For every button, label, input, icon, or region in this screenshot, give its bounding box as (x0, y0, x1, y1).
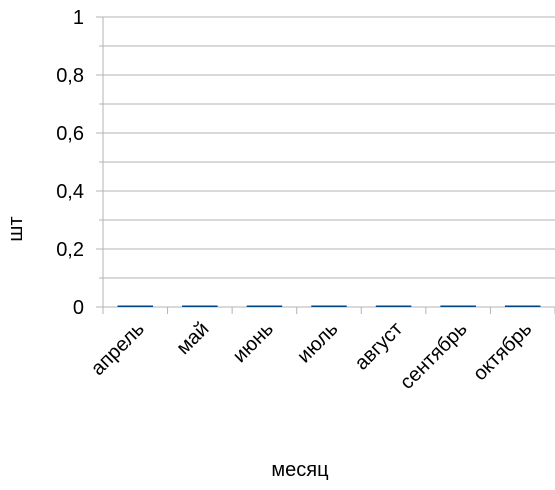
x-axis-title: месяц (271, 459, 328, 481)
y-tick-label: 0,8 (56, 65, 84, 87)
bar (504, 305, 541, 307)
x-tick-label: апрель (87, 318, 149, 380)
y-axis-title: шт (5, 216, 27, 241)
bar (375, 305, 412, 307)
bars (117, 305, 541, 307)
y-tick-label: 1 (73, 7, 84, 29)
axes (102, 17, 555, 314)
y-tick-label: 0,6 (56, 123, 84, 145)
y-tick-labels: 0 0,2 0,4 0,6 0,8 1 (56, 7, 84, 319)
bar (246, 305, 283, 307)
grid-lines (96, 16, 555, 308)
y-tick-label: 0,2 (56, 239, 84, 261)
bar (117, 305, 154, 307)
x-tick-label: июнь (229, 318, 278, 367)
x-tick-label: май (172, 318, 213, 359)
x-tick-label: октябрь (469, 318, 536, 385)
y-tick-label: 0 (73, 297, 84, 319)
bar (182, 305, 218, 307)
y-tick-label: 0,4 (56, 181, 84, 203)
x-tick-label: сентябрь (396, 318, 472, 394)
x-tick-label: август (351, 318, 408, 375)
bar (311, 305, 347, 307)
x-tick-label: июль (293, 318, 342, 367)
bar (440, 305, 476, 307)
